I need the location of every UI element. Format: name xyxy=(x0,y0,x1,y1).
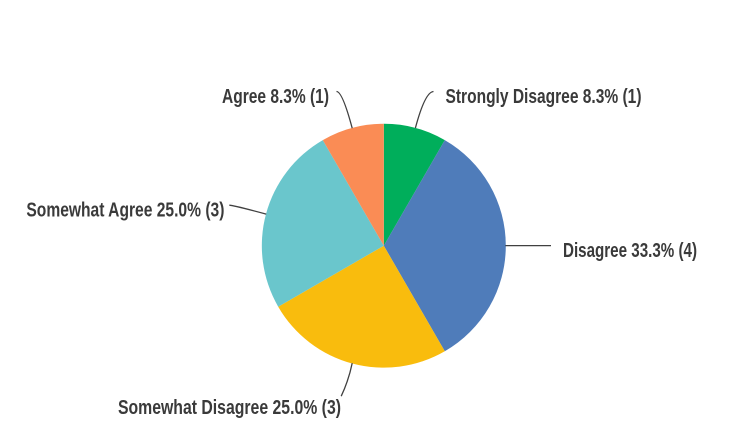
svg-text:Somewhat Agree 25.0% (3): Somewhat Agree 25.0% (3) xyxy=(26,200,224,222)
svg-text:Strongly Disagree 8.3% (1): Strongly Disagree 8.3% (1) xyxy=(446,86,642,108)
svg-text:Disagree 33.3% (4): Disagree 33.3% (4) xyxy=(563,240,697,262)
svg-text:Somewhat Disagree 25.0% (3): Somewhat Disagree 25.0% (3) xyxy=(118,397,341,419)
svg-text:Agree 8.3% (1): Agree 8.3% (1) xyxy=(222,86,329,108)
